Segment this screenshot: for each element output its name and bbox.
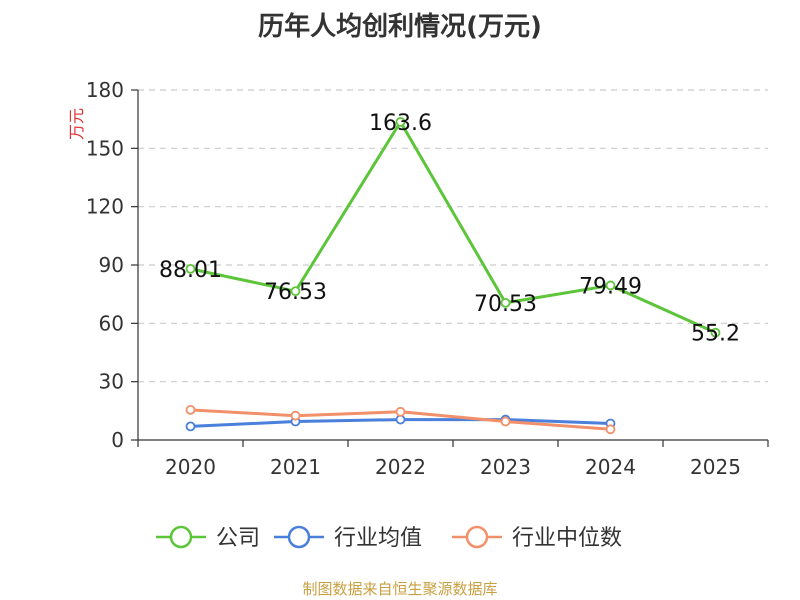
source-note: 制图数据来自恒生聚源数据库 [302, 580, 498, 598]
x-tick-label: 2024 [585, 455, 636, 479]
data-point [710, 327, 721, 338]
legend-marker [287, 525, 311, 549]
data-labels: 88.01 76.53 163.6 70.53 79.49 55.2 [159, 111, 740, 347]
legend-label: 行业均值 [334, 526, 422, 551]
y-tick-labels: 0 30 60 90 120 150 180 [86, 78, 124, 452]
x-tick-labels: 2020 2021 2022 2023 2024 2025 [165, 455, 741, 479]
data-point [605, 280, 616, 291]
series-line-0 [190, 120, 717, 335]
legend-marker [169, 525, 193, 549]
data-point [500, 297, 511, 308]
grid-lines [138, 89, 768, 383]
x-tick-label: 2025 [690, 455, 741, 479]
y-axis-label: 万元 [67, 108, 86, 140]
x-tick-label: 2020 [165, 455, 216, 479]
x-tick-label: 2023 [480, 455, 531, 479]
legend-label: 公司 [216, 526, 260, 551]
data-point [185, 263, 196, 274]
data-point [395, 414, 406, 425]
y-tick-label: 150 [86, 136, 124, 160]
data-point [290, 286, 301, 297]
y-tick-label: 60 [99, 311, 124, 335]
legend[interactable]: 公司 行业均值 行业中位数 [156, 525, 622, 551]
y-tick-label: 30 [99, 370, 124, 394]
data-point [395, 406, 406, 417]
axes [131, 89, 769, 447]
y-tick-label: 180 [86, 78, 124, 102]
data-point [290, 410, 301, 421]
legend-item-1[interactable]: 行业均值 [274, 525, 422, 551]
data-label: 79.49 [579, 274, 642, 299]
y-tick-label: 0 [111, 428, 124, 452]
x-tick-label: 2021 [270, 455, 321, 479]
series-lines [185, 116, 721, 435]
data-label: 76.53 [264, 280, 327, 305]
x-tick-label: 2022 [375, 455, 426, 479]
data-point [605, 424, 616, 435]
y-tick-label: 120 [86, 195, 124, 219]
data-label: 163.6 [369, 111, 432, 136]
legend-marker [465, 525, 489, 549]
legend-item-2[interactable]: 行业中位数 [452, 525, 622, 551]
data-point [500, 416, 511, 427]
data-point [185, 421, 196, 432]
data-point [395, 116, 406, 127]
y-tick-label: 90 [99, 253, 124, 277]
legend-label: 行业中位数 [512, 526, 622, 551]
legend-item-0[interactable]: 公司 [156, 525, 260, 551]
data-label: 55.2 [691, 322, 740, 347]
chart-title: 历年人均创利情况(万元) [258, 12, 542, 42]
data-point [185, 404, 196, 415]
data-label: 88.01 [159, 258, 222, 283]
data-label: 70.53 [474, 292, 537, 317]
